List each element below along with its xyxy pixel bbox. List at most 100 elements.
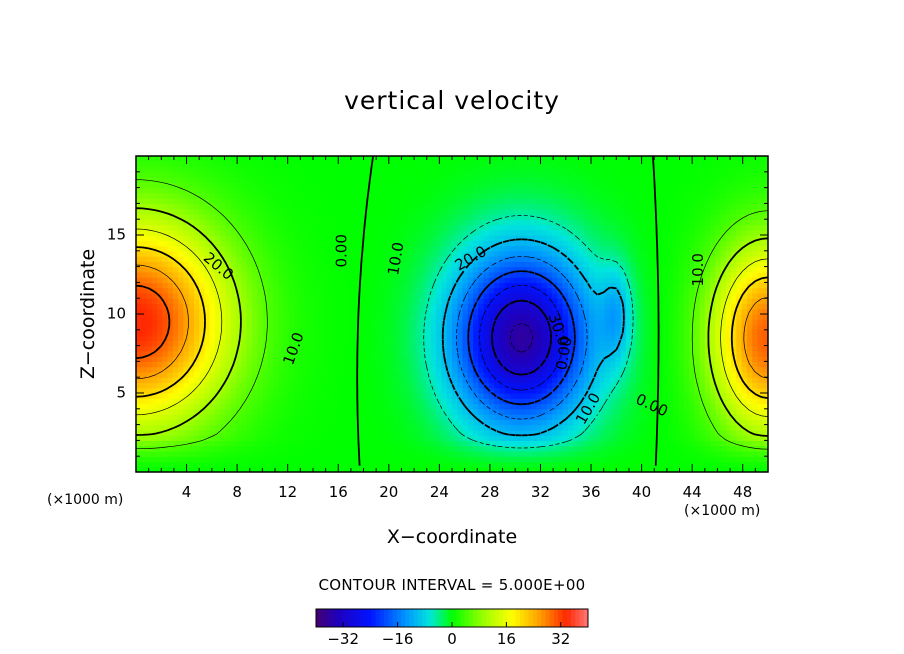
heatmap-cell (236, 182, 242, 189)
heatmap-cell (299, 213, 306, 220)
heatmap-cell (309, 235, 316, 241)
heatmap-cell (483, 466, 490, 472)
heatmap-cell (299, 277, 306, 283)
heatmap-cell (151, 261, 158, 268)
heatmap-cell (288, 187, 295, 194)
heatmap-cell (367, 356, 374, 362)
heatmap-cell (294, 198, 300, 204)
heatmap-cell (257, 324, 263, 331)
heatmap-cell (415, 456, 421, 463)
heatmap-cell (183, 361, 190, 368)
heatmap-cell (520, 171, 527, 178)
heatmap-cell (193, 408, 200, 415)
heatmap-cell (183, 282, 190, 289)
heatmap-cell (146, 361, 153, 368)
heatmap-cell (436, 261, 443, 268)
heatmap-cell (193, 429, 200, 436)
heatmap-cell (478, 435, 485, 441)
heatmap-cell (436, 414, 443, 420)
heatmap-cell (546, 282, 553, 289)
heatmap-cell (246, 377, 253, 384)
heatmap-cell (336, 261, 342, 268)
heatmap-cell (404, 182, 411, 189)
heatmap-cell (141, 219, 148, 226)
heatmap-cell (467, 261, 474, 268)
heatmap-cell (151, 408, 158, 415)
heatmap-cell (546, 445, 553, 452)
heatmap-cell (193, 419, 200, 426)
heatmap-cell (294, 266, 300, 273)
heatmap-cell (236, 461, 242, 468)
heatmap-cell (146, 292, 153, 299)
heatmap-cell (520, 450, 527, 457)
heatmap-cell (288, 166, 295, 173)
heatmap-cell (509, 192, 516, 199)
heatmap-cell (299, 398, 306, 405)
heatmap-cell (430, 166, 437, 173)
heatmap-cell (536, 245, 543, 252)
heatmap-cell (515, 350, 522, 357)
heatmap-cell (230, 161, 237, 168)
heatmap-cell (462, 303, 469, 310)
heatmap-cell (462, 335, 469, 341)
heatmap-cell (167, 456, 174, 463)
heatmap-cell (394, 292, 400, 299)
heatmap-cell (188, 429, 195, 436)
heatmap-cell (436, 366, 443, 373)
heatmap-cell (462, 177, 469, 183)
heatmap-cell (230, 256, 237, 262)
heatmap-cell (188, 366, 195, 373)
heatmap-cell (478, 235, 485, 241)
heatmap-cell (409, 393, 416, 399)
heatmap-cell (383, 350, 390, 357)
heatmap-cell (141, 203, 148, 210)
heatmap-cell (488, 282, 495, 289)
heatmap-cell (241, 171, 248, 178)
heatmap-cell (452, 287, 458, 294)
heatmap-cell (415, 219, 421, 226)
heatmap-cell (172, 203, 179, 210)
heatmap-cell (399, 387, 406, 394)
heatmap-cell (288, 198, 295, 204)
heatmap-cell (257, 208, 263, 215)
heatmap-cell (494, 356, 500, 362)
heatmap-cell (193, 350, 200, 357)
heatmap-cell (209, 161, 216, 168)
heatmap-cell (351, 240, 358, 247)
heatmap-cell (178, 356, 184, 362)
heatmap-cell (341, 324, 348, 331)
heatmap-cell (483, 229, 490, 236)
heatmap-cell (320, 219, 327, 226)
heatmap-cell (141, 356, 148, 362)
heatmap-cell (325, 261, 332, 268)
heatmap-cell (136, 371, 142, 378)
heatmap-cell (409, 287, 416, 294)
heatmap-cell (325, 371, 332, 378)
heatmap-cell (446, 308, 453, 315)
heatmap-cell (146, 408, 153, 415)
heatmap-cell (373, 245, 379, 252)
heatmap-cell (446, 445, 453, 452)
heatmap-cell (362, 424, 369, 431)
heatmap-cell (483, 224, 490, 231)
heatmap-cell (520, 203, 527, 210)
heatmap-cell (141, 287, 148, 294)
heatmap-cell (236, 208, 242, 215)
heatmap-cell (430, 314, 437, 320)
heatmap-cell (183, 166, 190, 173)
heatmap-cell (162, 324, 169, 331)
heatmap-cell (251, 219, 258, 226)
heatmap-cell (546, 329, 553, 336)
heatmap-cell (373, 461, 379, 468)
heatmap-cell (415, 198, 421, 204)
heatmap-cell (362, 303, 369, 310)
heatmap-cell (409, 450, 416, 457)
heatmap-cell (525, 382, 532, 389)
heatmap-cell (567, 382, 574, 389)
heatmap-cell (362, 382, 369, 389)
heatmap-cell (483, 271, 490, 278)
heatmap-cell (325, 271, 332, 278)
heatmap-cell (304, 166, 311, 173)
heatmap-cell (399, 435, 406, 441)
heatmap-cell (383, 261, 390, 268)
